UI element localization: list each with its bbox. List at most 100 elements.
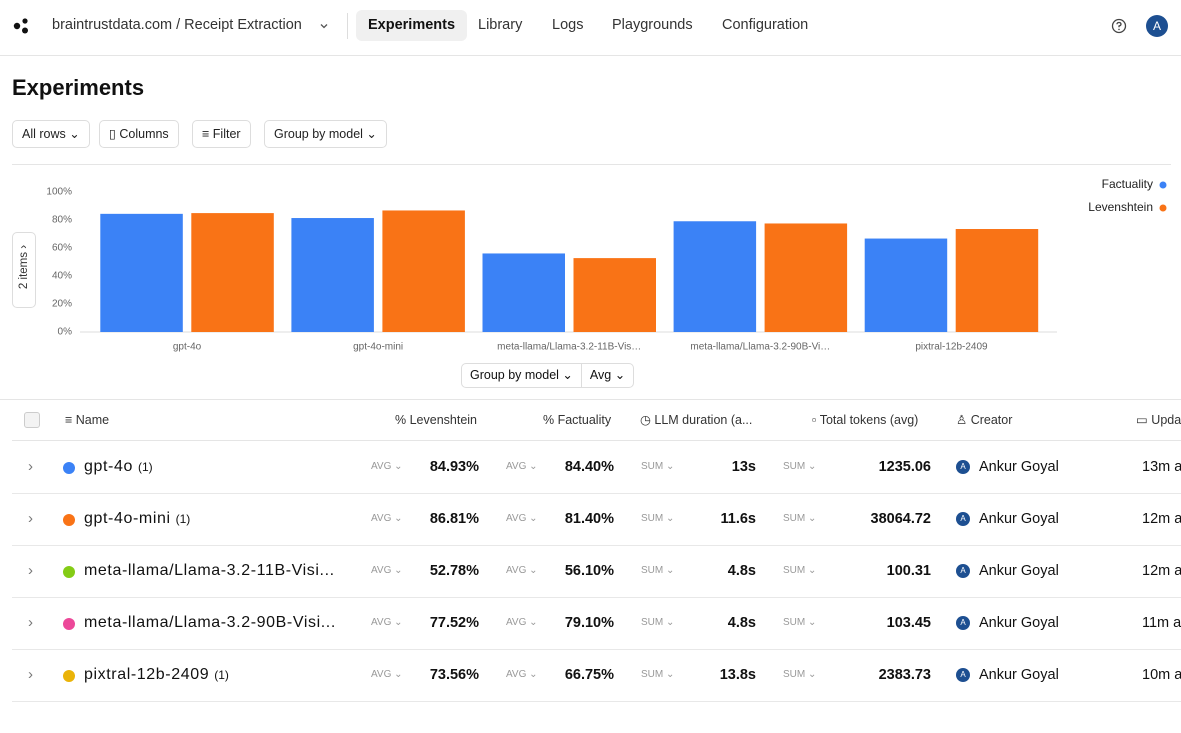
label: Columns (119, 127, 169, 141)
tab[interactable]: Experiments (356, 10, 468, 41)
creator-name: Ankur Goyal (979, 563, 1059, 579)
aggregate-select: AVG ⌄ (506, 565, 538, 576)
updated: 10m a (1142, 667, 1181, 683)
y-tick-label: 0% (58, 327, 73, 338)
label: Filter (212, 127, 241, 141)
chart: 0% 20% 40% 60% 80% 100% gpt-4o gpt-4o-mini meta-… (46, 177, 1167, 353)
metric-value: 13s (731, 459, 756, 475)
count: (1) (175, 512, 191, 526)
column-header[interactable]: % Factuality (543, 413, 612, 427)
experiment-name: meta-llama/Llama-3.2-11B-Visi... (84, 545, 335, 597)
bar (573, 258, 656, 332)
column-header[interactable]: ≡ Name (65, 413, 110, 427)
aggregate-select: SUM ⌄ (641, 461, 675, 472)
creator-avatar: A (956, 512, 970, 526)
creator-avatar: A (956, 564, 970, 578)
chart-controls: Group by model ⌄ Avg ⌄ (461, 363, 635, 388)
bar (764, 223, 848, 332)
label: All rows (22, 127, 66, 141)
name: meta-llama/Llama-3.2-11B-Visi... (84, 562, 335, 579)
column-header[interactable]: ♙ Creator (956, 413, 1013, 427)
count: (1) (137, 460, 153, 474)
side-toggle[interactable]: 2 items › (12, 232, 36, 308)
legend-swatch (1159, 204, 1167, 212)
project-switcher[interactable]: braintrustdata.com / Receipt Extraction (52, 17, 302, 33)
bar (382, 210, 465, 332)
aggregate-select: SUM ⌄ (641, 617, 675, 628)
x-tick-label: gpt-4o-mini (353, 342, 403, 353)
aggregate-select: AVG ⌄ (506, 461, 538, 472)
table-row[interactable]: › meta-llama/Llama-3.2-90B-Visi... AVG ⌄ AV… (12, 597, 1181, 650)
tab[interactable]: Playgrounds (612, 17, 693, 33)
bar (673, 221, 757, 332)
top-nav: braintrustdata.com / Receipt Extraction … (0, 0, 1181, 56)
metric-value: 13.8s (719, 667, 756, 683)
aggregate-select: AVG ⌄ (371, 513, 403, 524)
table-row[interactable]: › pixtral-12b-2409 (1) AVG ⌄ AVG ⌄ SUM ⌄ SUM ⌄… (12, 649, 1181, 702)
metric-value: 38064.72 (870, 511, 931, 527)
x-tick-label: meta-llama/Llama-3.2-90B-Vi… (690, 342, 830, 353)
label: Upda (1151, 413, 1181, 427)
metric-value: 2383.73 (878, 667, 931, 683)
updated: 12m a (1142, 563, 1181, 579)
logo[interactable] (13, 17, 31, 35)
divider (12, 164, 1171, 165)
page-title: Experiments (12, 75, 145, 100)
legend-swatch (1159, 181, 1167, 189)
expand-chevron: › (28, 614, 33, 631)
row-color-dot (63, 514, 75, 526)
y-tick-label: 40% (52, 271, 72, 282)
metric-value: 81.40% (564, 511, 614, 527)
name: pixtral-12b-2409 (84, 666, 210, 683)
label: Group by model (274, 127, 363, 141)
group-select[interactable]: Group by model ⌄ (462, 364, 582, 387)
bar (864, 238, 948, 332)
name: gpt-4o-mini (84, 510, 171, 527)
label: LLM duration (a... (654, 413, 753, 427)
label: Name (75, 413, 110, 427)
table-row[interactable]: › gpt-4o-mini (1) AVG ⌄ AVG ⌄ SUM ⌄ SUM ⌄ 86.81… (12, 493, 1181, 546)
metric-value: 100.31 (886, 563, 931, 579)
updated: 13m a (1142, 459, 1181, 475)
tab[interactable]: Logs (552, 17, 584, 33)
metric-value: 84.40% (564, 459, 614, 475)
column-header[interactable]: % Levenshtein (395, 413, 478, 427)
column-header[interactable]: ▭ Upda (1136, 413, 1181, 427)
y-tick-label: 80% (52, 215, 72, 226)
name: gpt-4o (84, 458, 133, 475)
tab[interactable]: Configuration (722, 17, 809, 33)
help-icon[interactable] (1111, 18, 1127, 34)
creator-avatar: A (956, 668, 970, 682)
creator-avatar: A (956, 460, 970, 474)
column-header[interactable]: ◷ LLM duration (a... (640, 413, 753, 427)
tab[interactable]: Library (478, 17, 523, 33)
rows-filter[interactable]: All rows ⌄ (12, 120, 90, 148)
bar (191, 213, 274, 332)
experiment-name: gpt-4o-mini (1) (84, 493, 190, 545)
x-tick-label: pixtral-12b-2409 (915, 342, 988, 353)
group-button[interactable]: Group by model ⌄ (264, 120, 387, 148)
aggregate-select: AVG ⌄ (371, 565, 403, 576)
expand-chevron: › (28, 562, 33, 579)
metric-value: 4.8s (727, 563, 756, 579)
aggregate-select: SUM ⌄ (641, 669, 675, 680)
expand-chevron: › (28, 666, 33, 683)
divider (347, 13, 348, 39)
avatar[interactable]: A (1146, 15, 1168, 37)
table-row[interactable]: › meta-llama/Llama-3.2-11B-Visi... AVG ⌄ AV… (12, 545, 1181, 598)
select-all[interactable] (24, 412, 40, 428)
label: Total tokens (avg) (819, 413, 919, 427)
agg-select[interactable]: Avg ⌄ (589, 368, 626, 382)
expand-chevron: › (28, 510, 33, 527)
x-tick-label: meta-llama/Llama-3.2-11B-Vis… (497, 342, 641, 353)
table-row[interactable]: › gpt-4o (1) AVG ⌄ AVG ⌄ SUM ⌄ SUM ⌄ 84.93% 84.4… (12, 441, 1181, 494)
aggregate-select: SUM ⌄ (783, 617, 817, 628)
aggregate-select: SUM ⌄ (783, 461, 817, 472)
columns-button[interactable]: ▯ Columns (99, 120, 179, 148)
filter-button[interactable]: ≡ Filter (192, 120, 251, 148)
count: (1) (214, 668, 229, 682)
chevron (320, 24, 328, 29)
column-header[interactable]: ▫ Total tokens (avg) (812, 413, 919, 427)
experiment-name: meta-llama/Llama-3.2-90B-Visi... (84, 597, 336, 649)
